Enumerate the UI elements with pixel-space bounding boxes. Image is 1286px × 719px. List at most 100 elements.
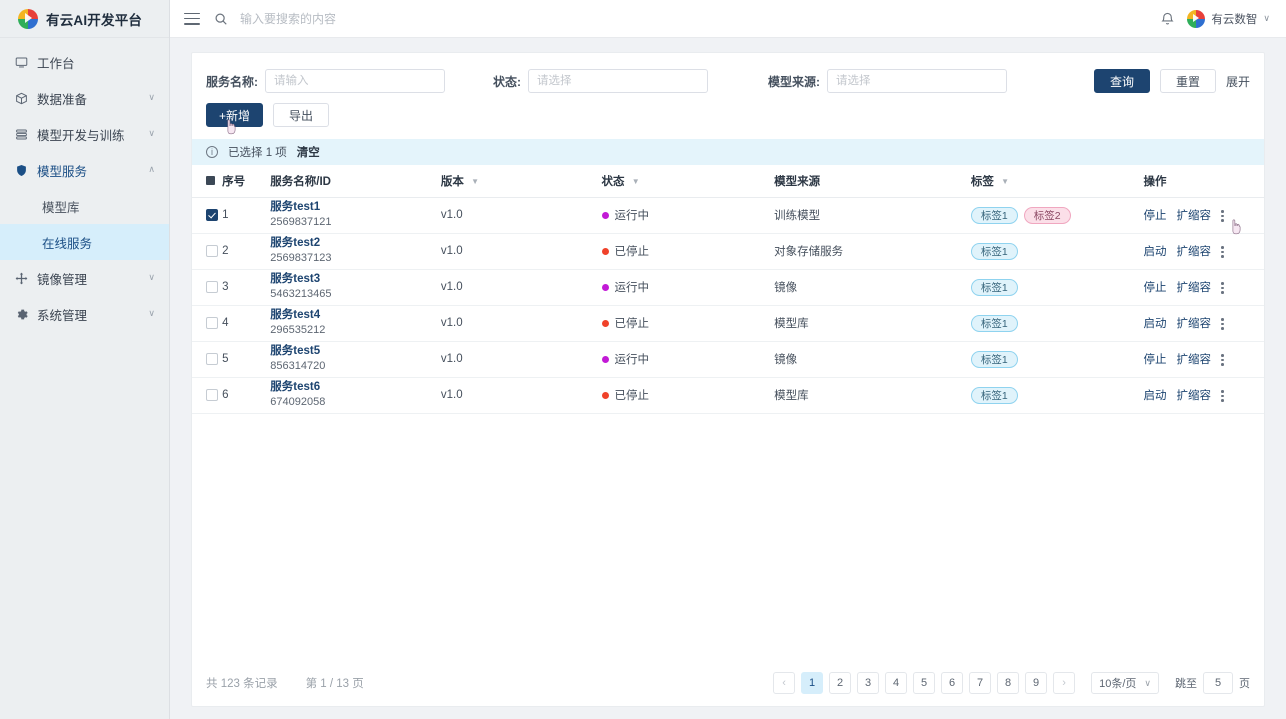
row-action-启动[interactable]: 启动 [1143,318,1167,330]
page-number-button[interactable]: 8 [997,672,1020,694]
row-status-cell: 运行中 [601,269,775,306]
table-row[interactable]: 6 服务test6 674092058 v1.0 已停止 模型库 标签1 启动扩… [192,377,1264,414]
sidebar-item-system-mgmt[interactable]: 系统管理 ∨ [0,296,169,332]
page-number-button[interactable]: 6 [941,672,964,694]
page-size-select[interactable]: 10条/页 ∨ [1091,672,1159,694]
sidebar-item-data-prep[interactable]: 数据准备 ∨ [0,80,169,116]
tag-chip[interactable]: 标签1 [970,206,1018,224]
sort-icon[interactable]: ▼ [631,177,640,187]
page-number-button[interactable]: 3 [857,672,880,694]
next-page-button[interactable]: › [1053,672,1076,694]
row-action-停止[interactable]: 停止 [1143,282,1167,294]
chevron-down-icon[interactable]: ∨ [148,91,155,102]
page-number-button[interactable]: 9 [1025,672,1048,694]
page-number-button[interactable]: 5 [913,672,936,694]
row-action-停止[interactable]: 停止 [1143,354,1167,366]
row-checkbox[interactable] [206,352,218,365]
sort-icon[interactable]: ▼ [1001,177,1009,187]
row-action-扩缩容[interactable]: 扩缩容 [1176,390,1212,402]
col-header-tags[interactable]: 标签 ▼ [970,165,1144,198]
tag-chip[interactable]: 标签1 [970,350,1018,368]
row-checkbox[interactable] [206,208,218,221]
page-number-button[interactable]: 4 [885,672,908,694]
search-input[interactable] [238,10,538,27]
service-name-input[interactable] [265,69,445,93]
chevron-up-icon[interactable]: ∧ [148,163,155,174]
row-checkbox[interactable] [206,388,218,401]
sidebar-item-workbench[interactable]: 工作台 [0,44,169,80]
expand-filters-link[interactable]: 展开 [1225,74,1250,89]
table-row[interactable]: 4 服务test4 296535212 v1.0 已停止 模型库 标签1 启动扩… [192,305,1264,342]
add-button[interactable]: +新增 [206,103,264,127]
kebab-menu-icon[interactable] [1221,318,1224,330]
sidebar-subitem-model-repo[interactable]: 模型库 [0,188,169,224]
reset-button[interactable]: 重置 [1159,69,1216,93]
bell-icon[interactable] [1160,11,1175,26]
table-row[interactable]: 1 服务test1 2569837121 v1.0 运行中 训练模型 标签1 标签… [192,197,1264,235]
row-checkbox[interactable] [206,316,218,329]
kebab-menu-icon[interactable] [1221,210,1241,235]
row-action-扩缩容[interactable]: 扩缩容 [1176,246,1212,258]
chevron-down-icon[interactable]: ∨ [148,271,155,282]
page-number-button[interactable]: 7 [969,672,992,694]
sidebar-item-image-mgmt[interactable]: 镜像管理 ∨ [0,260,169,296]
col-header-status[interactable]: 状态 ▼ [601,165,775,198]
chevron-down-icon[interactable]: ∨ [148,307,155,318]
table-row[interactable]: 3 服务test3 5463213465 v1.0 运行中 镜像 标签1 停止扩… [192,269,1264,306]
tag-chip[interactable]: 标签1 [970,314,1018,332]
row-select-cell[interactable] [192,269,223,306]
page-number-button[interactable]: 2 [829,672,852,694]
sidebar-subitem-online-service[interactable]: 在线服务 [0,224,169,260]
row-select-cell[interactable] [192,305,223,342]
query-button[interactable]: 查询 [1093,69,1150,93]
service-id: 856314720 [270,360,326,373]
tag-chip[interactable]: 标签2 [1023,206,1071,224]
kebab-menu-icon[interactable] [1221,390,1224,402]
row-select-cell[interactable] [192,341,223,378]
kebab-menu-icon[interactable] [1221,282,1224,294]
row-action-启动[interactable]: 启动 [1143,246,1167,258]
user-menu[interactable]: 有云数智 ∨ [1187,9,1270,28]
tag-chip[interactable]: 标签1 [970,278,1018,296]
row-select-cell[interactable] [192,377,223,414]
sort-icon[interactable]: ▼ [471,177,480,187]
row-action-扩缩容[interactable]: 扩缩容 [1176,282,1212,294]
jump-page-input[interactable] [1203,672,1233,694]
service-name-link[interactable]: 服务test4 [270,308,321,321]
tag-chip[interactable]: 标签1 [970,386,1018,404]
col-header-version[interactable]: 版本 ▼ [440,165,602,198]
tag-chip[interactable]: 标签1 [970,242,1018,260]
service-name-link[interactable]: 服务test5 [270,344,321,357]
service-list-card: 服务名称: 状态: 模型来源: [191,52,1265,707]
row-select-cell[interactable] [192,197,223,234]
row-select-cell[interactable] [192,233,223,270]
select-all-checkbox[interactable] [206,176,215,186]
model-source-select[interactable] [827,69,1007,93]
sidebar-item-model-dev[interactable]: 模型开发与训练 ∨ [0,116,169,152]
row-action-停止[interactable]: 停止 [1143,210,1167,222]
clear-selection-link[interactable]: 清空 [296,147,320,159]
kebab-menu-icon[interactable] [1221,354,1224,366]
service-name-link[interactable]: 服务test6 [270,380,321,393]
table-row[interactable]: 2 服务test2 2569837123 v1.0 已停止 对象存储服务 标签1… [192,233,1264,270]
table-row[interactable]: 5 服务test5 856314720 v1.0 运行中 镜像 标签1 停止 扩缩… [192,341,1264,378]
row-action-扩缩容[interactable]: 扩缩容 [1176,210,1212,222]
kebab-menu-icon[interactable] [1221,246,1224,258]
page-number-button[interactable]: 1 [801,672,824,694]
sidebar-item-model-service[interactable]: 模型服务 ∧ [0,152,169,188]
brand-logo[interactable]: 有云AI开发平台 [0,0,169,38]
row-action-启动[interactable]: 启动 [1143,390,1167,402]
hamburger-icon[interactable] [184,12,200,25]
row-checkbox[interactable] [206,244,218,257]
select-all-header[interactable] [192,165,223,198]
row-action-扩缩容[interactable]: 扩缩容 [1176,318,1212,330]
service-name-link[interactable]: 服务test3 [270,272,321,285]
row-action-扩缩容[interactable]: 扩缩容 [1176,354,1212,366]
chevron-down-icon[interactable]: ∨ [148,127,155,138]
prev-page-button[interactable]: ‹ [773,672,796,694]
row-checkbox[interactable] [206,280,218,293]
export-button[interactable]: 导出 [273,103,330,127]
service-name-link[interactable]: 服务test2 [270,236,321,249]
service-name-link[interactable]: 服务test1 [270,200,321,213]
status-select[interactable] [528,69,708,93]
